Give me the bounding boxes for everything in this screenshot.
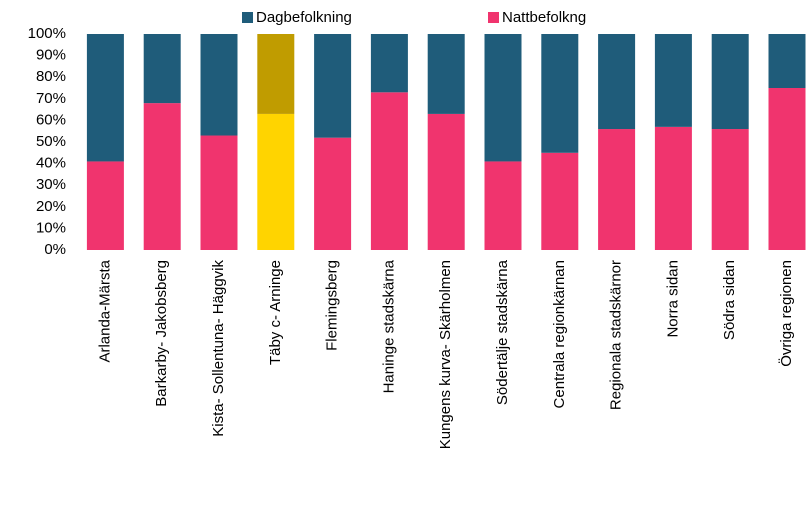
bar-segment	[598, 34, 636, 130]
bar-segment	[711, 129, 749, 250]
bar-segment	[598, 129, 636, 250]
bar-segment	[427, 34, 465, 114]
x-tick-label: Norra sidan	[664, 260, 681, 338]
y-tick-label: 20%	[36, 198, 66, 215]
y-tick-label: 90%	[36, 47, 66, 64]
x-tick-label: Södertälje stadskärna	[494, 259, 511, 405]
y-tick-label: 0%	[44, 241, 66, 258]
bar-segment	[143, 103, 181, 251]
y-tick-label: 40%	[36, 155, 66, 172]
bar-segment	[143, 34, 181, 104]
bar-segment	[768, 34, 806, 88]
x-tick-label: Täby c- Arninge	[267, 260, 284, 365]
bar-segment	[86, 161, 124, 250]
legend-swatch	[242, 12, 253, 23]
bar-segment	[541, 34, 579, 153]
legend-swatch	[488, 12, 499, 23]
bar-segment	[711, 34, 749, 130]
y-tick-label: 10%	[36, 219, 66, 236]
x-tick-label: Barkarby- Jakobsberg	[153, 260, 170, 407]
x-tick-label: Haninge stadskärna	[380, 259, 397, 393]
y-tick-label: 30%	[36, 176, 66, 193]
bar-segment	[257, 113, 295, 250]
bar-segment	[314, 34, 352, 138]
bar-segment	[370, 34, 408, 93]
bar-segment	[427, 113, 465, 250]
y-tick-label: 50%	[36, 133, 66, 150]
bar-segment	[484, 161, 522, 250]
x-tick-label: Regionala stadskärnor	[608, 260, 625, 410]
bar-segment	[370, 92, 408, 250]
bar-segment	[200, 34, 238, 136]
x-tick-label: Flemingsberg	[324, 260, 341, 351]
bar-segment	[768, 88, 806, 250]
bar-segment	[654, 34, 692, 127]
bar-segment	[541, 152, 579, 250]
legend-label: Nattbefolkng	[502, 9, 586, 26]
x-tick-label: Övriga regionen	[777, 260, 795, 367]
x-tick-label: Kungens kurva- Skärholmen	[437, 260, 454, 449]
bar-segment	[484, 34, 522, 162]
y-tick-label: 80%	[36, 68, 66, 85]
x-tick-label: Södra sidan	[721, 260, 738, 340]
x-tick-label: Centrala regionkärnan	[551, 260, 568, 408]
bar-segment	[314, 137, 352, 250]
y-tick-label: 60%	[36, 111, 66, 128]
x-tick-label: Arlanda-Märsta	[96, 259, 113, 362]
bar-segment	[200, 135, 238, 250]
bar-segment	[257, 34, 295, 114]
bar-segment	[654, 126, 692, 250]
y-tick-label: 70%	[36, 90, 66, 107]
x-tick-label: Kista- Sollentuna- Häggvik	[210, 260, 227, 437]
bar-segment	[86, 34, 124, 162]
y-tick-label: 100%	[28, 25, 66, 42]
legend-label: Dagbefolkning	[256, 9, 352, 26]
